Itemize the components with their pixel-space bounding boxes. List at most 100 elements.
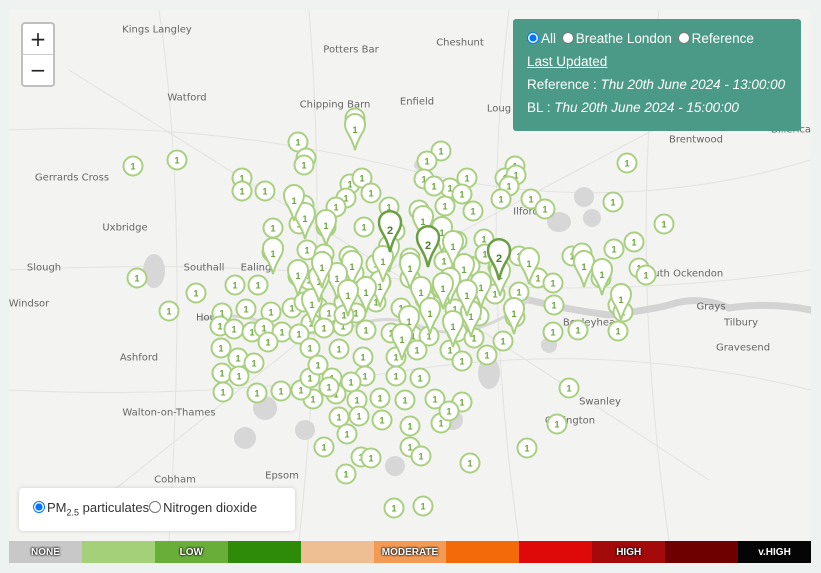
pollutant-no2[interactable]: Nitrogen dioxide [149,500,257,515]
reference-pin[interactable]: 1 [314,209,338,247]
sensor-marker[interactable]: 1 [355,319,377,341]
sensor-marker[interactable]: 1 [409,367,431,389]
sensor-marker[interactable]: 1 [369,387,391,409]
sensor-marker[interactable]: 1 [406,339,428,361]
sensor-marker[interactable]: 1 [412,495,434,517]
sensor-marker[interactable]: 1 [394,389,416,411]
sensor-marker[interactable]: 1 [534,198,556,220]
sensor-marker[interactable]: 1 [462,200,484,222]
reference-pin[interactable]: 1 [431,272,455,310]
reference-pin[interactable]: 1 [354,276,378,314]
sensor-marker[interactable]: 1 [352,346,374,368]
sensor-marker[interactable]: 1 [542,272,564,294]
filter-breathe-london-radio[interactable] [561,32,574,44]
sensor-marker[interactable]: 1 [434,195,456,217]
sensor-marker[interactable]: 1 [328,406,350,428]
filter-reference[interactable]: Reference [677,31,754,46]
sensor-marker[interactable]: 1 [210,337,232,359]
sensor-marker[interactable]: 1 [231,180,253,202]
sensor-marker[interactable]: 1 [185,282,207,304]
sensor-marker[interactable]: 1 [235,298,257,320]
sensor-marker[interactable]: 1 [623,231,645,253]
cluster-pin[interactable]: 2 [377,210,403,253]
sensor-marker[interactable]: 1 [542,321,564,343]
filter-reference-radio[interactable] [677,32,690,44]
sensor-marker[interactable]: 1 [476,344,498,366]
cluster-pin[interactable]: 2 [486,238,512,281]
sensor-marker[interactable]: 1 [328,338,350,360]
sensor-marker[interactable]: 1 [158,300,180,322]
pollutant-no2-radio[interactable] [149,501,162,513]
sensor-marker[interactable]: 1 [558,377,580,399]
reference-pin[interactable]: 1 [286,259,310,297]
reference-pin[interactable]: 1 [409,276,433,314]
sensor-marker[interactable]: 1 [288,323,310,345]
reference-pin[interactable]: 1 [441,230,465,268]
sensor-marker[interactable]: 1 [166,149,188,171]
sensor-marker[interactable]: 1 [567,319,589,341]
reference-pin[interactable]: 1 [398,252,422,290]
sensor-marker[interactable]: 1 [451,350,473,372]
reference-pin[interactable]: 1 [502,297,526,335]
last-updated-link[interactable]: Last Updated [527,54,608,69]
sensor-marker[interactable]: 1 [126,267,148,289]
sensor-marker[interactable]: 1 [335,463,357,485]
sensor-marker[interactable]: 1 [243,352,265,374]
sensor-marker[interactable]: 1 [340,371,362,393]
filter-breathe-london[interactable]: Breathe London [561,31,672,46]
sensor-marker[interactable]: 1 [492,330,514,352]
sensor-marker[interactable]: 1 [653,213,675,235]
sensor-marker[interactable]: 1 [224,274,246,296]
sensor-marker[interactable]: 1 [318,376,340,398]
sensor-marker[interactable]: 1 [262,217,284,239]
sensor-marker[interactable]: 1 [416,150,438,172]
sensor-marker[interactable]: 1 [602,191,624,213]
sensor-marker[interactable]: 1 [351,167,373,189]
sensor-marker[interactable]: 1 [346,389,368,411]
sensor-marker[interactable]: 1 [635,264,657,286]
sensor-marker[interactable]: 1 [360,447,382,469]
sensor-marker[interactable]: 1 [410,445,432,467]
reference-pin[interactable]: 1 [293,202,317,240]
sensor-marker[interactable]: 1 [424,388,446,410]
sensor-marker[interactable]: 1 [371,409,393,431]
sensor-marker[interactable]: 1 [451,183,473,205]
reference-pin[interactable]: 1 [282,184,306,222]
sensor-marker[interactable]: 1 [383,497,405,519]
reference-pin[interactable]: 1 [455,279,479,317]
sensor-marker[interactable]: 1 [307,354,329,376]
sensor-marker[interactable]: 1 [293,154,315,176]
sensor-marker[interactable]: 1 [313,436,335,458]
reference-pin[interactable]: 1 [371,245,395,283]
sensor-marker[interactable]: 1 [336,423,358,445]
sensor-marker[interactable]: 1 [516,437,538,459]
sensor-marker[interactable]: 1 [463,327,485,349]
sensor-marker[interactable]: 1 [616,152,638,174]
sensor-marker[interactable]: 1 [353,216,375,238]
reference-pin[interactable]: 1 [390,323,414,361]
sensor-marker[interactable]: 1 [418,325,440,347]
sensor-marker[interactable]: 1 [490,188,512,210]
reference-pin[interactable]: 1 [609,283,633,321]
sensor-marker[interactable]: 1 [228,365,250,387]
reference-pin[interactable]: 1 [418,297,442,335]
sensor-marker[interactable]: 1 [603,238,625,260]
sensor-marker[interactable]: 1 [270,380,292,402]
pollutant-pm25[interactable]: PM2.5 particulates [33,500,149,518]
filter-all[interactable]: All [527,31,556,46]
sensor-marker[interactable]: 1 [399,415,421,437]
sensor-marker[interactable]: 1 [360,182,382,204]
sensor-marker[interactable]: 1 [211,362,233,384]
reference-pin[interactable]: 1 [441,310,465,348]
sensor-marker[interactable]: 1 [299,337,321,359]
zoom-out-button[interactable]: − [29,58,47,82]
sensor-marker[interactable]: 1 [543,294,565,316]
reference-pin[interactable]: 1 [343,113,367,151]
sensor-marker[interactable]: 1 [257,331,279,353]
reference-pin[interactable]: 1 [590,258,614,296]
reference-pin[interactable]: 1 [261,237,285,275]
sensor-marker[interactable]: 1 [430,140,452,162]
sensor-marker[interactable]: 1 [438,400,460,422]
sensor-marker[interactable]: 1 [247,274,269,296]
sensor-marker[interactable]: 1 [546,413,568,435]
